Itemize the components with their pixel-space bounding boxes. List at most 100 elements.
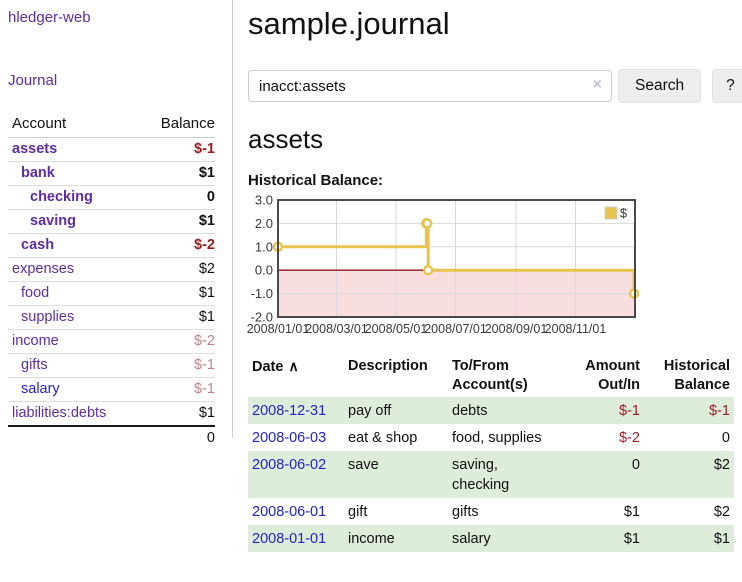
account-heading: assets <box>248 124 324 154</box>
register-cell-amount: $-1 <box>619 403 640 419</box>
register-cell-date: 2008-06-02 <box>248 451 344 498</box>
historical-balance-chart: $3.0 2.0 1.0 0.0 -1.0 -2.0 2008/01/01 2008/03/0… <box>247 193 736 340</box>
y-tick-label: 0.0 <box>255 263 273 278</box>
account-row: checking 0 <box>8 185 215 210</box>
account-row: liabilities:debts $1 <box>8 401 215 427</box>
account-cell: food <box>8 281 138 306</box>
accounts-table: Account Balance assets $-1 bank $1 checking 0… <box>8 112 215 450</box>
account-link-income[interactable]: income <box>12 333 59 349</box>
account-row: bank $1 <box>8 161 215 186</box>
data-point-marker[interactable] <box>421 218 433 229</box>
accounts-total-value: 0 <box>138 425 215 450</box>
register-cell-amount: $1 <box>623 504 640 520</box>
register-cell-date: 2008-06-03 <box>248 424 344 451</box>
register-header-amount: Amount Out/In <box>585 358 640 393</box>
account-row: food $1 <box>8 281 215 306</box>
account-cell: income <box>8 329 138 354</box>
clear-search-icon[interactable]: × <box>592 76 602 93</box>
transaction-date-link[interactable]: 2008-06-02 <box>252 457 327 473</box>
sidebar-item-journal[interactable]: Journal <box>8 72 58 89</box>
register-cell-amount: $1 <box>623 531 640 547</box>
account-link-checking[interactable]: checking <box>30 189 93 205</box>
account-link-cash[interactable]: cash <box>21 237 55 253</box>
account-balance: $1 <box>138 209 215 234</box>
register-cell-accounts: food, supplies <box>452 430 542 446</box>
account-row: expenses $2 <box>8 257 215 282</box>
data-point-marker[interactable] <box>422 264 434 276</box>
help-button[interactable]: ? <box>712 69 742 103</box>
x-tick-label: 2008/11/01 <box>545 322 607 336</box>
account-link-expenses[interactable]: expenses <box>12 261 75 277</box>
register-cell-amount: 0 <box>631 457 640 473</box>
register-row[interactable]: 2008-12-31 pay off debts $-1 $-1 <box>248 397 734 424</box>
accounts-total-row: 0 <box>8 425 215 450</box>
transaction-date-link[interactable]: 2008-06-01 <box>252 504 327 520</box>
register-cell-accounts: debts <box>452 403 488 419</box>
y-tick-label: 3.0 <box>255 193 273 208</box>
account-cell: gifts <box>8 353 138 378</box>
account-link-gifts[interactable]: gifts <box>21 357 48 373</box>
register-cell-accounts: gifts <box>452 504 479 520</box>
chart-legend: $ <box>604 206 627 221</box>
account-cell: assets <box>8 137 138 162</box>
page-title: sample.journal <box>248 6 450 41</box>
register-row[interactable]: 2008-06-01 gift gifts $1 $2 <box>248 498 734 525</box>
x-tick-label: 2008/01/01 <box>247 322 310 336</box>
account-link-saving[interactable]: saving <box>30 213 76 229</box>
app-title-link[interactable]: hledger-web <box>8 9 91 26</box>
register-cell-date: 2008-06-01 <box>248 498 344 525</box>
date-header-label: Date <box>252 359 284 375</box>
y-tick-label: -1.0 <box>251 286 273 301</box>
account-link-salary[interactable]: salary <box>21 381 60 397</box>
register-row[interactable]: 2008-01-01 income salary $1 $1 <box>248 525 734 552</box>
account-balance: $1 <box>138 161 215 186</box>
account-row: gifts $-1 <box>8 353 215 378</box>
register-header-accounts: To/From Account(s) <box>452 358 528 393</box>
account-row: saving $1 <box>8 209 215 234</box>
account-link-bank[interactable]: bank <box>21 165 55 181</box>
transaction-date-link[interactable]: 2008-06-03 <box>252 430 327 446</box>
search-button[interactable]: Search <box>618 69 702 103</box>
transaction-date-link[interactable]: 2008-01-01 <box>252 531 327 547</box>
account-cell: checking <box>8 185 138 210</box>
transaction-date-link[interactable]: 2008-12-31 <box>252 403 327 419</box>
register-cell-description: gift <box>348 504 368 520</box>
register-header-row: Date ∧ Description To/From Account(s) Amo… <box>248 355 734 397</box>
account-link-food[interactable]: food <box>21 285 50 301</box>
register-cell-date: 2008-12-31 <box>248 397 344 424</box>
x-tick-label: 2008/03/01 <box>305 322 368 336</box>
account-row: salary $-1 <box>8 377 215 402</box>
search-bar: × Search ? <box>248 69 742 103</box>
register-cell-balance: $2 <box>713 504 730 520</box>
register-cell-balance: 0 <box>721 430 730 446</box>
y-tick-label: 2.0 <box>255 216 273 231</box>
register-cell-balance: $2 <box>713 457 730 473</box>
register-cell-balance: $1 <box>713 531 730 547</box>
search-box: × <box>248 70 612 102</box>
account-cell: liabilities:debts <box>8 401 138 427</box>
accounts-header-account: Account <box>8 112 138 138</box>
account-row: supplies $1 <box>8 305 215 330</box>
plot-border <box>277 199 636 318</box>
account-balance: $-1 <box>138 353 215 378</box>
register-row[interactable]: 2008-06-03 eat & shop food, supplies $-2 0 <box>248 424 734 451</box>
chart-title: Historical Balance: <box>248 172 384 189</box>
account-balance: $1 <box>138 305 215 330</box>
accounts-total-spacer <box>8 425 138 450</box>
register-header-date[interactable]: Date ∧ <box>248 355 344 397</box>
account-link-supplies[interactable]: supplies <box>21 309 75 325</box>
sort-ascending-icon: ∧ <box>288 358 299 374</box>
account-link-assets[interactable]: assets <box>12 141 58 157</box>
search-input[interactable] <box>248 70 612 102</box>
register-cell-date: 2008-01-01 <box>248 525 344 552</box>
account-cell: cash <box>8 233 138 258</box>
account-link-liabilities-debts[interactable]: liabilities:debts <box>12 405 107 421</box>
x-tick-label: 2008/07/01 <box>424 322 487 336</box>
register-cell-description: eat & shop <box>348 430 418 446</box>
accounts-table-header-row: Account Balance <box>8 112 215 138</box>
register-row[interactable]: 2008-06-02 save saving, checking 0 $2 <box>248 451 734 498</box>
account-balance: 0 <box>138 185 215 210</box>
register-cell-description: save <box>348 457 379 473</box>
account-cell: bank <box>8 161 138 186</box>
